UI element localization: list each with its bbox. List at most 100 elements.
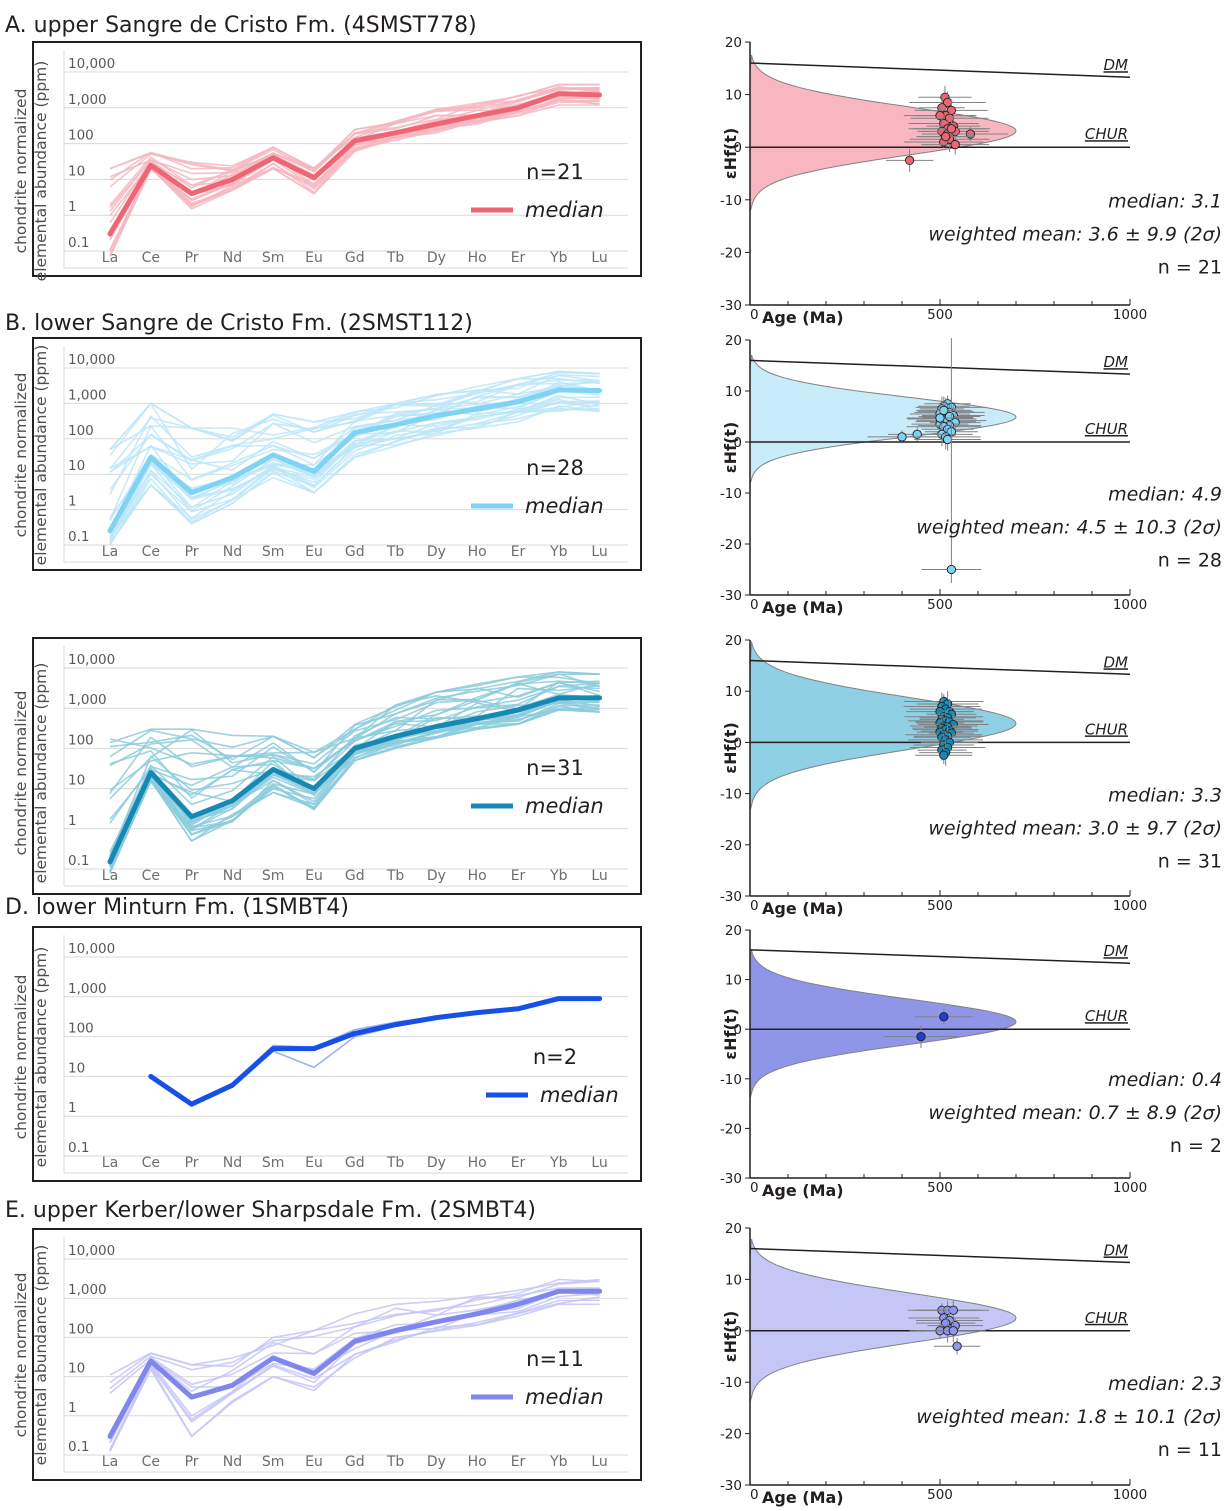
weighted-mean-stat: weighted mean: 0.7 ± 8.9 (2σ) [928, 1102, 1222, 1124]
sample-line [109, 1296, 600, 1444]
sample-line [109, 390, 600, 534]
weighted-mean-stat: weighted mean: 3.0 ± 9.7 (2σ) [928, 817, 1222, 839]
n-count-label: n=21 [526, 160, 584, 184]
y-tick-label: -30 [720, 588, 742, 604]
sample-line [109, 1292, 600, 1451]
n-stat: n = 2 [1170, 1135, 1222, 1157]
chur-label: CHUR [1085, 720, 1128, 738]
sample-line [109, 99, 600, 250]
sample-line [109, 83, 600, 170]
x-tick-label: 0 [750, 597, 759, 613]
median-line [107, 695, 603, 865]
y-tick-label: 10 [725, 384, 742, 400]
n-stat: n = 31 [1158, 850, 1222, 872]
x-tick-label: Yb [549, 250, 568, 266]
data-point [948, 1305, 958, 1315]
dm-label: DM [1104, 56, 1129, 74]
x-tick-label: La [102, 544, 118, 560]
x-axis-label: Age (Ma) [762, 1181, 844, 1200]
y-tick-label: 0.1 [68, 853, 89, 869]
x-tick-label: Ho [468, 250, 487, 266]
x-tick-label: Dy [427, 1155, 446, 1171]
hf-panel-b: 20 10 0 -10 -20 -30 0 500 1000 Age (Ma) εHf(t) DM CH… [720, 333, 1222, 617]
y-tick-label: 0 [733, 1324, 742, 1340]
dm-label: DM [1104, 942, 1129, 960]
dm-line [749, 62, 1131, 78]
y-axis-label: εHf(t) [721, 128, 740, 180]
x-tick-label: Nd [223, 1454, 242, 1470]
dm-label: DM [1104, 653, 1129, 671]
y-tick-label: 1 [68, 199, 77, 215]
x-tick-label: 500 [927, 597, 953, 613]
x-tick-label: Ho [468, 868, 487, 884]
chur-label: CHUR [1085, 1309, 1128, 1327]
x-tick-label: Sm [262, 868, 285, 884]
y-tick-label: -10 [720, 787, 742, 803]
y-axis-label-line1: chondrite normalized [12, 1273, 30, 1438]
median-line [148, 996, 603, 1107]
y-tick-label: -10 [720, 486, 742, 502]
y-tick-label: 100 [68, 128, 94, 144]
x-axis-label: Age (Ma) [762, 1488, 844, 1507]
legend-median-label: median [525, 794, 604, 818]
x-tick-label: Tb [386, 544, 405, 560]
y-tick-label: 100 [68, 732, 94, 748]
y-axis-label-line2: elemental abundance (ppm) [32, 663, 50, 884]
x-tick-label: Gd [345, 1155, 365, 1171]
x-axis-label: Age (Ma) [762, 598, 844, 617]
x-tick-label: Gd [345, 868, 365, 884]
kde-distribution [749, 1238, 1017, 1403]
n-count-label: n=28 [526, 456, 584, 480]
data-point [941, 132, 951, 142]
x-tick-label: Sm [262, 1454, 285, 1470]
n-count-label: n=31 [526, 756, 584, 780]
y-axis-label-line1: chondrite normalized [12, 373, 30, 538]
data-point [897, 432, 907, 442]
y-axis-label-line2: elemental abundance (ppm) [32, 1245, 50, 1466]
y-tick-label: 0.1 [68, 529, 89, 545]
data-point [946, 124, 957, 134]
x-tick-label: 0 [750, 307, 759, 323]
chur-label: CHUR [1085, 125, 1128, 143]
x-tick-label: Er [511, 250, 526, 266]
y-axis-label: εHf(t) [721, 1311, 740, 1363]
data-point [946, 564, 957, 575]
x-tick-label: Tb [386, 868, 405, 884]
y-tick-label: 0.1 [68, 1439, 89, 1455]
y-tick-label: -10 [720, 1072, 742, 1088]
y-tick-label: 1 [68, 494, 77, 510]
median-line [107, 387, 603, 534]
y-axis-label-line2: elemental abundance (ppm) [32, 345, 50, 566]
y-tick-label: 100 [68, 1021, 94, 1037]
y-tick-label: 1 [68, 1400, 77, 1416]
kde-distribution [749, 641, 1017, 811]
sample-line [109, 684, 600, 857]
y-tick-label: 10,000 [68, 352, 115, 368]
x-tick-label: Gd [345, 250, 365, 266]
sample-line [109, 708, 600, 874]
y-axis-label: εHf(t) [721, 422, 740, 474]
x-tick-label: La [102, 868, 118, 884]
kde-distribution [749, 54, 1017, 213]
data-point [939, 1012, 949, 1022]
x-tick-label: Nd [223, 1155, 242, 1171]
y-tick-label: -20 [720, 245, 742, 261]
x-tick-label: Er [511, 1454, 526, 1470]
hf-panel-e: 20 10 0 -10 -20 -30 0 500 1000 Age (Ma) εHf(t) DM CH… [720, 1221, 1222, 1507]
dm-label: DM [1104, 353, 1129, 371]
median-line [107, 91, 603, 237]
sample-line [109, 671, 600, 759]
median-line [107, 1288, 603, 1439]
n-stat: n = 21 [1158, 257, 1222, 279]
y-tick-label: -20 [720, 838, 742, 854]
sample-line [109, 709, 600, 874]
x-tick-label: Sm [262, 1155, 285, 1171]
y-tick-label: 0 [733, 1022, 742, 1038]
x-tick-label: Lu [591, 868, 607, 884]
legend-median-label: median [525, 198, 604, 222]
y-tick-label: 10 [725, 973, 742, 989]
plot-frame [32, 926, 642, 1182]
y-tick-label: -30 [720, 298, 742, 314]
ree-panel-b: B. lower Sangre de Cristo Fm. (2SMST112)… [5, 311, 642, 571]
